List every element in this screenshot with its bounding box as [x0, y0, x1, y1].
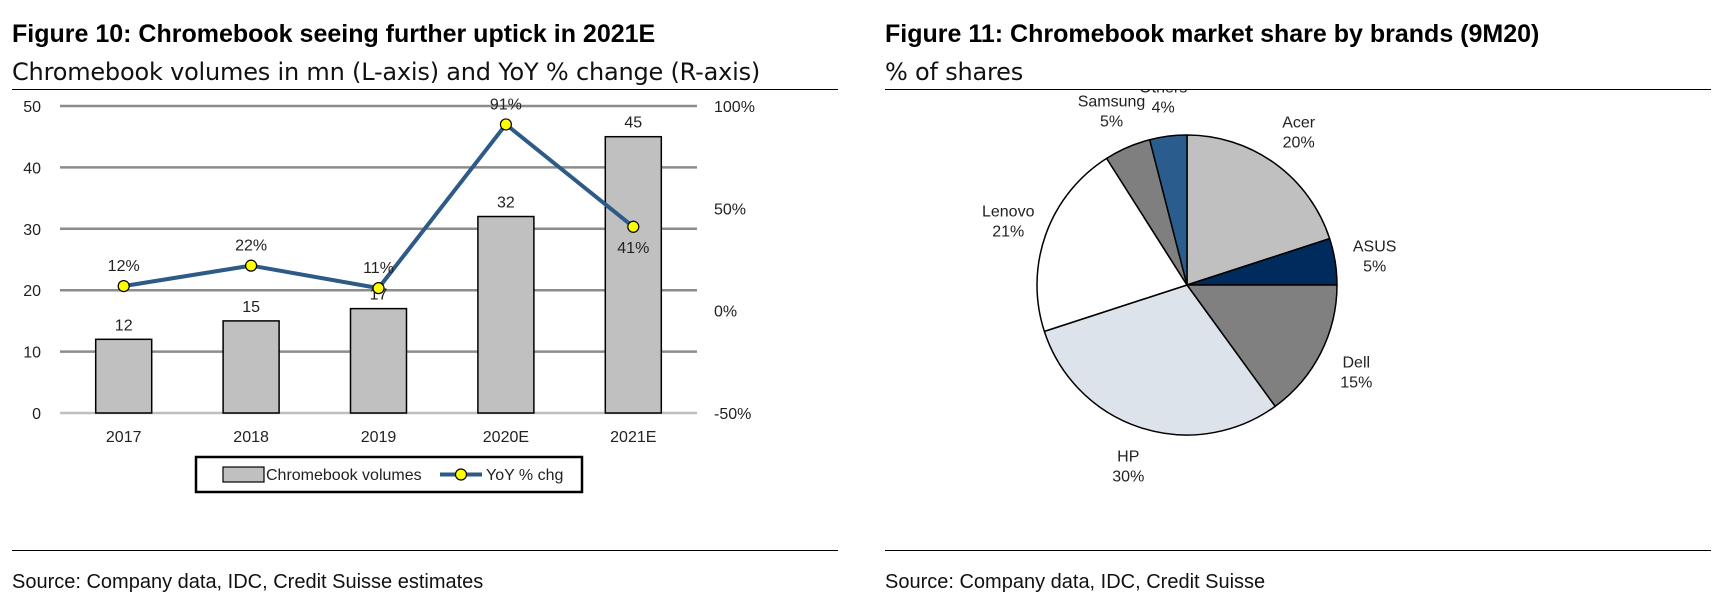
pie-label-lenovo: Lenovo: [982, 204, 1035, 221]
figure-11-subtitle: % of shares: [885, 58, 1024, 86]
yoy-marker: [245, 259, 258, 272]
pie-label-samsung: Samsung: [1078, 94, 1146, 111]
pie-value-samsung: 5%: [1100, 114, 1123, 131]
figure-10-panel: Figure 10: Chromebook seeing further upt…: [12, 0, 838, 605]
figure-11-panel: Figure 11: Chromebook market share by br…: [885, 0, 1711, 605]
left-axis-tick-label: 50: [23, 99, 41, 116]
pie-slice-acer: [1186, 134, 1331, 286]
figure-11-title: Figure 11: Chromebook market share by br…: [885, 20, 1540, 48]
pie-value-acer: 20%: [1283, 134, 1315, 151]
bar-2017: [94, 338, 153, 414]
bar-value-label: 12: [115, 317, 133, 334]
legend-swatch-bars: [222, 466, 265, 483]
left-axis-tick-label: 20: [23, 283, 41, 300]
yoy-marker: [117, 280, 130, 293]
pie-slice-dell: [1186, 284, 1338, 408]
left-axis-tick-label: 30: [23, 222, 41, 239]
yoy-marker: [372, 282, 385, 295]
figure-11-source: Source: Company data, IDC, Credit Suisse: [885, 571, 1266, 593]
pie-value-dell: 15%: [1340, 374, 1372, 391]
yoy-value-label: 91%: [490, 96, 522, 113]
right-axis-tick-label: 0%: [714, 304, 737, 321]
yoy-marker: [499, 118, 512, 131]
bar-value-label: 32: [497, 195, 515, 212]
left-axis-tick-label: 10: [23, 345, 41, 362]
yoy-value-label: 12%: [108, 258, 140, 275]
pie-label-asus: ASUS: [1353, 238, 1397, 255]
pie-slice-lenovo: [1036, 157, 1188, 333]
bar-2018: [222, 320, 280, 414]
figure-11-bottom-rule: [885, 550, 1711, 551]
pie-label-hp: HP: [1117, 449, 1139, 466]
pie-value-asus: 5%: [1363, 258, 1386, 275]
legend-swatch-marker: [454, 468, 468, 481]
figure-10-subtitle: Chromebook volumes in mn (L-axis) and Yo…: [12, 58, 761, 86]
x-axis-tick-label: 2019: [361, 429, 397, 446]
bar-2021e: [604, 135, 663, 414]
yoy-marker: [627, 220, 640, 233]
figure-10-bottom-rule: [12, 550, 838, 551]
figure-10-source: Source: Company data, IDC, Credit Suisse…: [12, 571, 484, 593]
yoy-value-label: 11%: [363, 260, 394, 277]
pie-label-dell: Dell: [1343, 354, 1371, 371]
x-axis-tick-label: 2018: [233, 429, 269, 446]
yoy-value-label: 22%: [235, 238, 267, 255]
pie-value-lenovo: 21%: [992, 224, 1024, 241]
x-axis-tick-label: 2021E: [610, 429, 656, 446]
legend-box: [194, 455, 584, 494]
bar-2019: [349, 307, 408, 414]
left-axis-tick-label: 40: [23, 160, 41, 177]
bar-value-label: 15: [242, 299, 260, 316]
right-axis-tick-label: 100%: [714, 99, 755, 116]
pie-slice-hp: [1043, 284, 1276, 436]
figure-10-top-rule: [12, 89, 838, 90]
left-axis-tick-label: 0: [32, 406, 41, 423]
figure-11-top-rule: [885, 89, 1711, 90]
x-axis-tick-label: 2017: [106, 429, 142, 446]
x-axis-tick-label: 2020E: [483, 429, 529, 446]
pie-chart: Acer 20% ASUS 5% Dell 15% HP 30% Lenovo 21% Samsun…: [982, 90, 1397, 486]
bar-2020e: [477, 215, 535, 414]
pie-label-others: Others: [1139, 90, 1187, 96]
pie-label-acer: Acer: [1282, 114, 1316, 131]
pie-slice-others: [1148, 134, 1188, 286]
right-axis-tick-label: -50%: [714, 406, 751, 423]
legend-label-line: YoY % chg: [486, 467, 563, 484]
right-axis-tick-label: 50%: [714, 201, 746, 218]
legend-label-bars: Chromebook volumes: [266, 467, 422, 484]
pie-value-hp: 30%: [1112, 469, 1144, 486]
yoy-value-label: 41%: [617, 240, 649, 257]
bar-value-label: 45: [624, 115, 642, 132]
pie-value-others: 4%: [1152, 99, 1175, 116]
figure-10-title: Figure 10: Chromebook seeing further upt…: [12, 20, 656, 48]
